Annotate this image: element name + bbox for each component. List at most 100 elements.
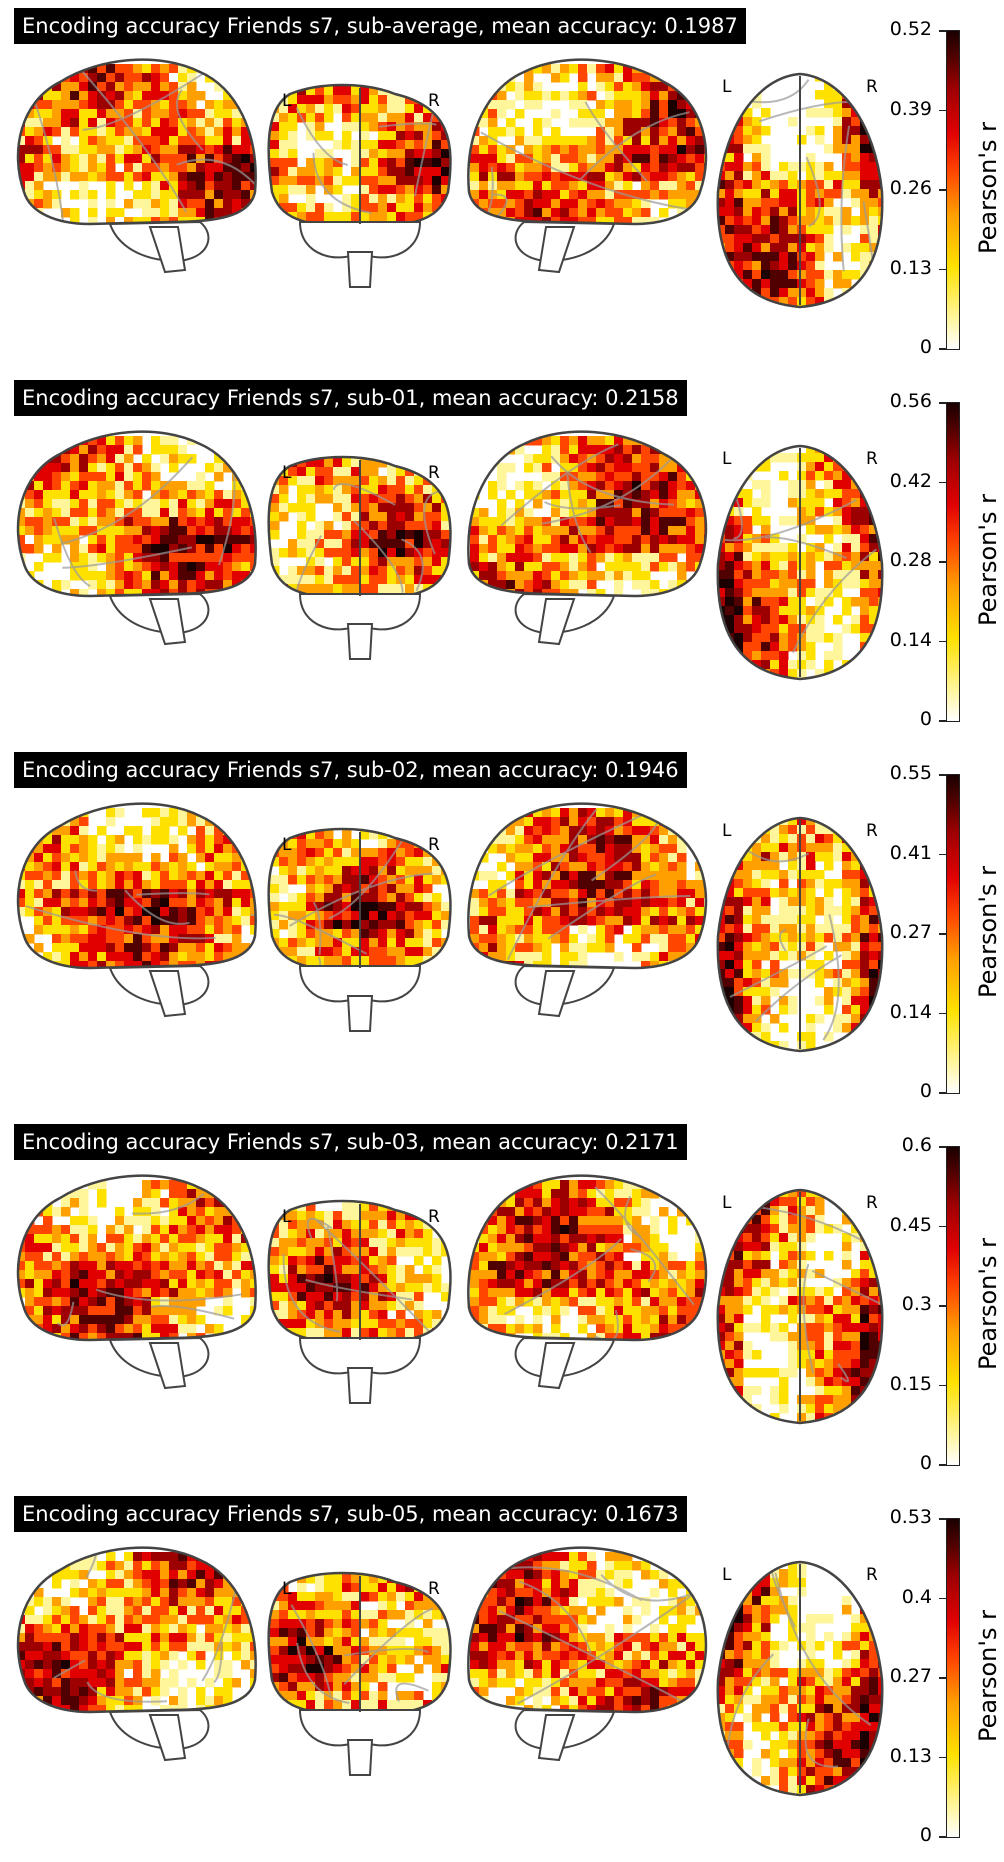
colorbar-tick-label: 0.15 — [852, 1373, 932, 1395]
colorbar-tick-label: 0.26 — [852, 177, 932, 199]
right-marker-axial: R — [866, 1565, 878, 1585]
colorbar-tick — [939, 1836, 946, 1838]
right-sagittal-view — [468, 432, 713, 644]
colorbar-tick — [939, 110, 946, 112]
colorbar-tick — [939, 348, 946, 350]
colorbar-tick — [939, 1598, 946, 1600]
colorbar — [946, 774, 960, 1094]
right-sagittal-view — [468, 1548, 713, 1760]
colorbar-tick — [939, 30, 946, 32]
colorbar-tick-label: 0.56 — [852, 390, 932, 412]
colorbar-tick-label: 0 — [852, 1080, 932, 1102]
coronal-view — [269, 457, 451, 659]
colorbar-tick-label: 0 — [852, 1824, 932, 1846]
colorbar-tick — [939, 561, 946, 563]
colorbar-tick-label: 0.13 — [852, 1745, 932, 1767]
panel-title: Encoding accuracy Friends s7, sub-02, me… — [14, 752, 687, 788]
colorbar-tick-label: 0.41 — [852, 842, 932, 864]
left-marker-coronal: L — [282, 1207, 292, 1227]
colorbar-tick-label: 0.4 — [852, 1586, 932, 1608]
colorbar-tick — [939, 1092, 946, 1094]
coronal-view — [269, 1201, 451, 1403]
colorbar-tick — [939, 720, 946, 722]
right-marker-axial: R — [866, 449, 878, 469]
activation-map — [16, 1552, 269, 1724]
right-marker-axial: R — [866, 821, 878, 841]
colorbar-tick-label: 0.39 — [852, 98, 932, 120]
colorbar-tick — [939, 1305, 946, 1307]
coronal-view — [269, 85, 451, 287]
colorbar-tick — [939, 402, 946, 404]
right-sagittal-view — [468, 60, 713, 272]
colorbar-tick-label: 0.14 — [852, 1001, 932, 1023]
colorbar-label: Pearson's r — [974, 122, 1002, 254]
colorbar-tick-label: 0.55 — [852, 762, 932, 784]
colorbar-tick-label: 0.28 — [852, 549, 932, 571]
left-marker-axial: L — [722, 449, 732, 469]
panel-title: Encoding accuracy Friends s7, sub-01, me… — [14, 380, 687, 416]
coronal-view — [269, 1573, 451, 1775]
colorbar-tick — [939, 1385, 946, 1387]
left-marker-coronal: L — [282, 835, 292, 855]
left-marker-axial: L — [722, 821, 732, 841]
colorbar-tick — [939, 1013, 946, 1015]
right-marker-axial: R — [866, 1193, 878, 1213]
right-sagittal-view — [468, 1176, 713, 1388]
colorbar-tick — [939, 269, 946, 271]
panel-title: Encoding accuracy Friends s7, sub-averag… — [14, 8, 746, 44]
colorbar-tick — [939, 1146, 946, 1148]
coronal-view — [269, 829, 451, 1031]
colorbar-tick-label: 0.14 — [852, 629, 932, 651]
colorbar-tick — [939, 1518, 946, 1520]
brain-panel: L R L R Encoding accuracy Friends s7, sub-02… — [0, 746, 1004, 1118]
right-sagittal-view — [468, 804, 713, 1016]
colorbar-tick-label: 0.42 — [852, 470, 932, 492]
colorbar-tick — [939, 641, 946, 643]
colorbar-tick-label: 0.3 — [852, 1293, 932, 1315]
colorbar-label: Pearson's r — [974, 1610, 1002, 1742]
left-sagittal-view — [16, 432, 269, 644]
left-marker-coronal: L — [282, 1579, 292, 1599]
right-marker-coronal: R — [428, 1207, 440, 1227]
left-sagittal-view — [16, 1176, 269, 1388]
brain-panel: L R L R Encoding accuracy Friends s7, sub-03… — [0, 1118, 1004, 1490]
colorbar-tick-label: 0.53 — [852, 1506, 932, 1528]
colorbar-tick-label: 0 — [852, 708, 932, 730]
right-marker-coronal: R — [428, 1579, 440, 1599]
panel-title: Encoding accuracy Friends s7, sub-03, me… — [14, 1124, 687, 1160]
right-marker-axial: R — [866, 77, 878, 97]
colorbar-tick — [939, 189, 946, 191]
left-marker-coronal: L — [282, 91, 292, 111]
left-marker-coronal: L — [282, 463, 292, 483]
colorbar-tick-label: 0 — [852, 336, 932, 358]
left-sagittal-view — [16, 1548, 269, 1760]
left-sagittal-view — [16, 804, 269, 1016]
colorbar-tick — [939, 774, 946, 776]
left-marker-axial: L — [722, 1193, 732, 1213]
colorbar-tick — [939, 854, 946, 856]
colorbar-tick-label: 0 — [852, 1452, 932, 1474]
colorbar-tick-label: 0.6 — [852, 1134, 932, 1156]
colorbar — [946, 1518, 960, 1838]
colorbar-tick-label: 0.27 — [852, 921, 932, 943]
colorbar-tick — [939, 1226, 946, 1228]
panel-title: Encoding accuracy Friends s7, sub-05, me… — [14, 1496, 687, 1532]
colorbar-tick-label: 0.45 — [852, 1214, 932, 1236]
colorbar-tick-label: 0.27 — [852, 1665, 932, 1687]
colorbar-tick-label: 0.52 — [852, 18, 932, 40]
left-marker-axial: L — [722, 1565, 732, 1585]
colorbar-label: Pearson's r — [974, 1238, 1002, 1370]
colorbar-tick-label: 0.13 — [852, 257, 932, 279]
right-marker-coronal: R — [428, 835, 440, 855]
left-marker-axial: L — [722, 77, 732, 97]
colorbar-tick — [939, 1757, 946, 1759]
colorbar-tick — [939, 933, 946, 935]
colorbar — [946, 402, 960, 722]
brain-panel: L R L R Encoding accuracy Friends s7, sub-05… — [0, 1490, 1004, 1862]
